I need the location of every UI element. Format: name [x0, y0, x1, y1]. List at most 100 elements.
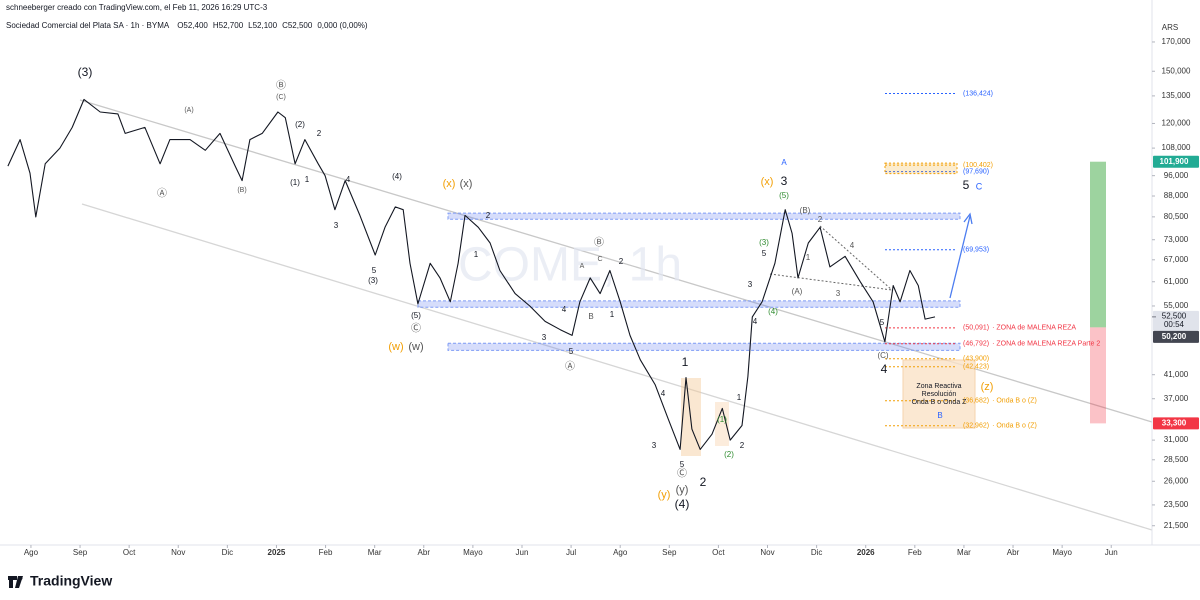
- x-tick-label: Mayo: [463, 548, 483, 557]
- level-label: (69,953): [963, 247, 989, 254]
- brand: TradingView: [8, 573, 112, 589]
- price-axis: [1152, 0, 1200, 565]
- level-note: · Onda B o (Z): [992, 398, 1037, 405]
- channel-line: [81, 203, 1153, 531]
- wave-label: Ⓑ: [594, 237, 604, 249]
- wave-label: (y): [676, 484, 689, 496]
- wave-label: (w): [388, 341, 403, 353]
- wave-label: A: [781, 158, 787, 167]
- ohlc-value: O52,400: [177, 21, 208, 30]
- ohlc-value: C52,500: [282, 21, 313, 30]
- wave-label: 1: [474, 250, 479, 259]
- reactive-zone-text: Zona Reactiva: [916, 383, 961, 390]
- wave-label: 3: [652, 441, 657, 450]
- highlight-box: [715, 402, 729, 446]
- wave-label: 2: [740, 441, 745, 450]
- wave-label: (C): [276, 94, 286, 101]
- y-tick-label: 55,000: [1164, 301, 1189, 310]
- level-label: (100,402): [963, 162, 993, 169]
- wave-label: (y): [658, 489, 671, 501]
- loss-zone: [1090, 327, 1106, 424]
- wave-label: 2: [700, 475, 707, 489]
- wave-label: Ⓐ: [565, 361, 575, 373]
- countdown: 00:54: [1164, 320, 1185, 329]
- entry-label: 50,200: [1162, 332, 1187, 341]
- x-tick-label: Dic: [222, 548, 234, 557]
- level-label: (42,423): [963, 364, 989, 371]
- x-tick-label: Mar: [368, 548, 382, 557]
- reactive-zone-text: Onda B o Onda Z: [912, 399, 968, 406]
- level-label: (46,792): [963, 341, 989, 348]
- stop-label: 33,300: [1162, 418, 1187, 427]
- x-tick-label: Nov: [760, 548, 774, 557]
- projection-arrow: [949, 212, 973, 299]
- wave-label: (3): [759, 238, 769, 247]
- wave-label: 4: [881, 362, 888, 376]
- brand-logo: [18, 576, 23, 580]
- level-note: · ZONA de MALENA REZA: [992, 325, 1076, 332]
- axes: ARS 170,000 150,000 135,000 120,000 108,000 96…: [24, 23, 1199, 557]
- byline: schneeberger creado con TradingView.com,…: [6, 3, 268, 12]
- wave-label: (4): [675, 497, 690, 511]
- wave-label: (4): [768, 307, 778, 316]
- ohlc-value: H52,700: [213, 21, 244, 30]
- x-tick-label: Sep: [662, 548, 677, 557]
- x-tick-label: Feb: [319, 548, 333, 557]
- wave-label: (A): [792, 287, 803, 296]
- level-label: (43,900): [963, 356, 989, 363]
- symbol-line: Sociedad Comercial del Plata SA · 1h · B…: [6, 21, 368, 30]
- reactive-zone-text: Resolución: [922, 391, 957, 398]
- level-box: [884, 162, 958, 175]
- level-label: (36,682): [963, 398, 989, 405]
- wave-label: 4: [661, 389, 666, 398]
- wave-label: 2: [818, 215, 823, 224]
- brand-name: TradingView: [30, 573, 112, 589]
- ohlc-value: L52,100: [248, 21, 277, 30]
- y-tick-label: 61,000: [1164, 277, 1189, 286]
- wave-label: (A): [184, 107, 193, 114]
- y-tick-label: 88,000: [1164, 191, 1189, 200]
- wave-label: C: [976, 181, 983, 191]
- wave-label: (3): [368, 276, 378, 285]
- wave-label: Ⓑ: [276, 80, 286, 92]
- level-note: · ZONA de MALENA REZA Parte 2: [992, 341, 1100, 348]
- y-tick-label: 96,000: [1164, 171, 1189, 180]
- level-label: (50,091): [963, 325, 989, 332]
- currency-label: ARS: [1162, 23, 1178, 32]
- wave-label: 5: [880, 318, 885, 327]
- wave-label: (4): [392, 172, 402, 181]
- wave-label: 3: [542, 333, 547, 342]
- dotted-line: [819, 225, 893, 291]
- last-price-box: [1153, 310, 1199, 331]
- wave-label: Ⓒ: [677, 468, 687, 480]
- x-tick-label: Ago: [613, 548, 628, 557]
- target-label: 101,900: [1160, 157, 1189, 166]
- y-tick-label: 26,000: [1164, 476, 1189, 485]
- y-tick-label: 170,000: [1162, 37, 1191, 46]
- wave-label: 5: [963, 178, 970, 192]
- y-tick-label: 150,000: [1162, 66, 1191, 75]
- stop-label-box: [1153, 417, 1199, 430]
- x-tick-label: Abr: [418, 548, 431, 557]
- x-tick-label: Jul: [566, 548, 576, 557]
- wave-label: 1: [737, 393, 742, 402]
- wave-label: (2): [724, 450, 734, 459]
- wave-label: (x): [761, 176, 774, 188]
- wave-label: A: [580, 263, 585, 270]
- level-note: · Onda B o (Z): [992, 423, 1037, 430]
- x-tick-label: Oct: [123, 548, 136, 557]
- entry-label-box: [1153, 330, 1199, 343]
- target-label-box: [1153, 155, 1199, 168]
- x-tick-label: Nov: [171, 548, 185, 557]
- wave-label: 3: [748, 280, 753, 289]
- wave-label: 1: [806, 253, 811, 262]
- chart-layer: COME, 1h (136,424) (100,402)(97,690) (69,95…: [7, 65, 1106, 511]
- wave-label: 5: [569, 347, 574, 356]
- wave-label: Ⓒ: [411, 323, 421, 335]
- level-label: (136,424): [963, 90, 993, 97]
- wave-label: (C): [877, 351, 888, 360]
- wave-label: (5): [411, 311, 421, 320]
- dotted-line: [769, 273, 893, 291]
- price-zone: [417, 300, 961, 308]
- x-tick-label: 2026: [857, 548, 875, 557]
